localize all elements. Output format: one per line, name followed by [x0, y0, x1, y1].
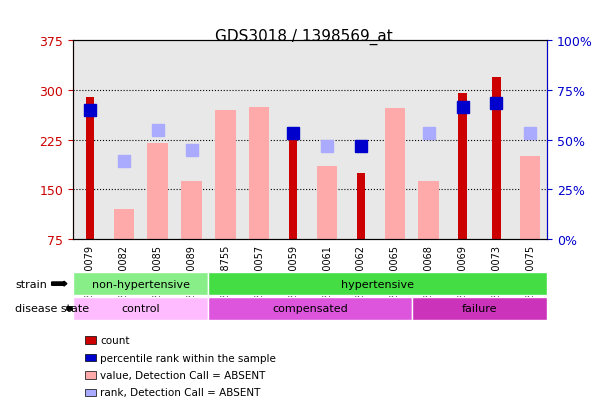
Bar — [289, 131, 297, 240]
Bar — [418, 181, 439, 240]
Text: failure: failure — [461, 304, 497, 314]
Bar — [249, 107, 269, 240]
Bar — [520, 157, 541, 240]
Text: control: control — [122, 304, 160, 314]
Text: percentile rank within the sample: percentile rank within the sample — [100, 353, 276, 363]
Text: hypertensive: hypertensive — [341, 279, 414, 289]
Text: non-hypertensive: non-hypertensive — [92, 279, 190, 289]
Text: disease state: disease state — [15, 304, 89, 314]
Bar — [148, 144, 168, 240]
Text: strain: strain — [15, 279, 47, 289]
Text: value, Detection Call = ABSENT: value, Detection Call = ABSENT — [100, 370, 266, 380]
Text: rank, Detection Call = ABSENT: rank, Detection Call = ABSENT — [100, 387, 261, 397]
Bar — [317, 167, 337, 240]
Text: compensated: compensated — [272, 304, 348, 314]
Bar — [458, 94, 467, 240]
Bar — [357, 173, 365, 240]
Bar — [114, 210, 134, 240]
Bar — [492, 78, 500, 240]
Bar — [181, 181, 202, 240]
Text: GDS3018 / 1398569_at: GDS3018 / 1398569_at — [215, 29, 393, 45]
Bar — [86, 97, 94, 240]
Bar — [385, 109, 405, 240]
Text: count: count — [100, 335, 130, 345]
Bar — [215, 111, 235, 240]
